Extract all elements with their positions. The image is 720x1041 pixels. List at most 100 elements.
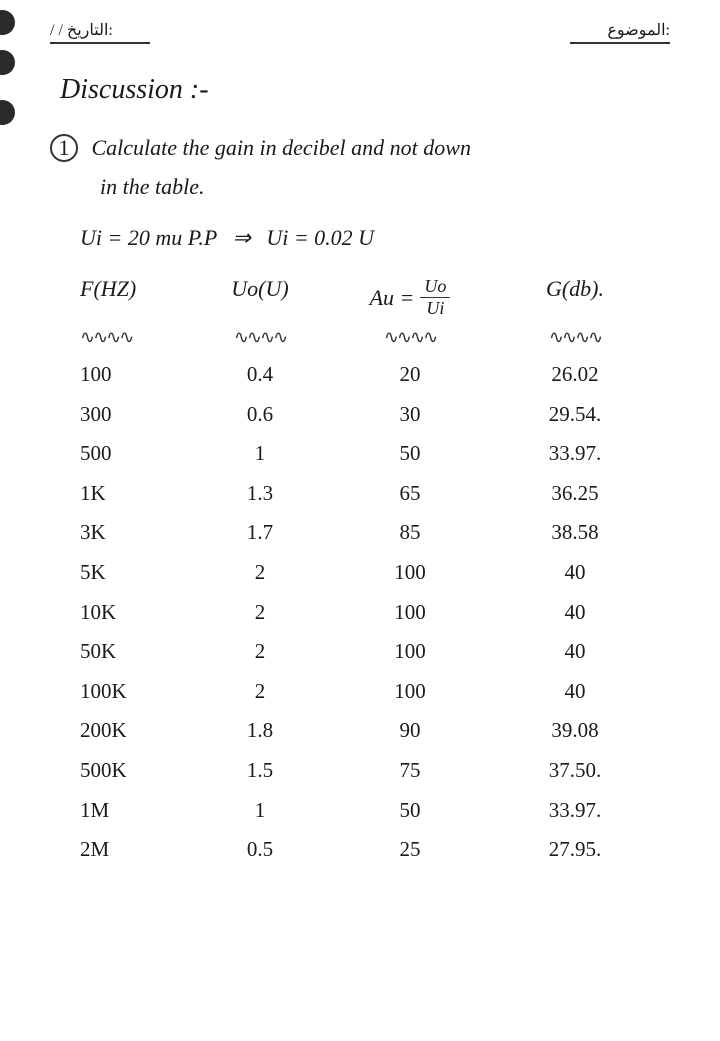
table-body: 1000.42026.023000.63029.54.50015033.97.1…: [70, 358, 660, 867]
cell-uo: 1: [190, 437, 330, 471]
cell-uo: 2: [190, 556, 330, 590]
subject-field: الموضوع:: [570, 20, 670, 44]
notebook-header: / / التاريخ: الموضوع:: [40, 20, 680, 44]
table-row: 10K210040: [70, 596, 660, 630]
cell-frequency: 2M: [70, 833, 190, 867]
item-marker: 1: [50, 134, 78, 162]
cell-frequency: 50K: [70, 635, 190, 669]
squiggle: ∿∿∿∿: [330, 327, 490, 348]
hole: [0, 50, 15, 75]
table-row: 50K210040: [70, 635, 660, 669]
fraction-numerator: Uo: [420, 276, 450, 298]
cell-gain: 33.97.: [490, 794, 660, 828]
cell-gain: 33.97.: [490, 437, 660, 471]
cell-gain: 40: [490, 635, 660, 669]
cell-gain: 40: [490, 675, 660, 709]
cell-frequency: 100: [70, 358, 190, 392]
squiggle: ∿∿∿∿: [70, 327, 190, 348]
cell-uo: 1.3: [190, 477, 330, 511]
data-table: F(HZ) Uo(U) Au = Uo Ui G(db). ∿∿∿∿ ∿∿∿∿ …: [70, 276, 660, 867]
cell-frequency: 1M: [70, 794, 190, 828]
cell-au: 30: [330, 398, 490, 432]
cell-gain: 39.08: [490, 714, 660, 748]
hole: [0, 100, 15, 125]
cell-frequency: 500K: [70, 754, 190, 788]
fraction-denominator: Ui: [420, 298, 450, 319]
cell-au: 85: [330, 516, 490, 550]
squiggle: ∿∿∿∿: [190, 327, 330, 348]
header-frequency: F(HZ): [70, 276, 190, 319]
cell-frequency: 500: [70, 437, 190, 471]
cell-uo: 2: [190, 675, 330, 709]
hole: [0, 10, 15, 35]
cell-au: 75: [330, 754, 490, 788]
cell-gain: 29.54.: [490, 398, 660, 432]
cell-gain: 37.50.: [490, 754, 660, 788]
cell-au: 65: [330, 477, 490, 511]
cell-uo: 0.4: [190, 358, 330, 392]
cell-uo: 1.8: [190, 714, 330, 748]
cell-uo: 1.7: [190, 516, 330, 550]
cell-gain: 40: [490, 596, 660, 630]
cell-uo: 2: [190, 635, 330, 669]
cell-frequency: 1K: [70, 477, 190, 511]
date-prefix: / /: [50, 22, 63, 39]
cell-au: 100: [330, 675, 490, 709]
cell-au: 100: [330, 635, 490, 669]
cell-au: 20: [330, 358, 490, 392]
table-row: 200K1.89039.08: [70, 714, 660, 748]
cell-frequency: 200K: [70, 714, 190, 748]
cell-frequency: 300: [70, 398, 190, 432]
cell-uo: 1: [190, 794, 330, 828]
date-field: / / التاريخ:: [50, 20, 150, 44]
equation-right: Ui = 0.02 U: [266, 225, 374, 250]
instruction-line: 1 Calculate the gain in decibel and not …: [50, 131, 680, 164]
page-title: Discussion :-: [60, 74, 680, 106]
table-row: 50015033.97.: [70, 437, 660, 471]
table-header-row: F(HZ) Uo(U) Au = Uo Ui G(db).: [70, 276, 660, 319]
table-row: 3K1.78538.58: [70, 516, 660, 550]
cell-au: 25: [330, 833, 490, 867]
table-row: 3000.63029.54.: [70, 398, 660, 432]
header-uo: Uo(U): [190, 276, 330, 319]
cell-au: 100: [330, 596, 490, 630]
cell-au: 100: [330, 556, 490, 590]
cell-uo: 0.5: [190, 833, 330, 867]
date-label: التاريخ:: [67, 22, 113, 39]
cell-uo: 2: [190, 596, 330, 630]
cell-gain: 26.02: [490, 358, 660, 392]
au-label-text: Au =: [370, 285, 415, 311]
cell-uo: 0.6: [190, 398, 330, 432]
equation: Ui = 20 mu P.P ⇒ Ui = 0.02 U: [80, 225, 680, 251]
table-row: 1K1.36536.25: [70, 477, 660, 511]
table-row: 1000.42026.02: [70, 358, 660, 392]
equation-left: Ui = 20 mu P.P: [80, 225, 217, 250]
cell-gain: 36.25: [490, 477, 660, 511]
cell-frequency: 3K: [70, 516, 190, 550]
header-underline-row: ∿∿∿∿ ∿∿∿∿ ∿∿∿∿ ∿∿∿∿: [70, 327, 660, 348]
table-row: 100K210040: [70, 675, 660, 709]
instruction-text-1: Calculate the gain in decibel and not do…: [92, 135, 471, 160]
binding-holes: [0, 0, 30, 1041]
cell-frequency: 5K: [70, 556, 190, 590]
arrow-icon: ⇒: [232, 225, 250, 251]
header-au: Au = Uo Ui: [330, 276, 490, 319]
fraction: Uo Ui: [420, 276, 450, 319]
table-row: 5K210040: [70, 556, 660, 590]
subject-label: الموضوع:: [607, 22, 670, 39]
cell-au: 50: [330, 437, 490, 471]
cell-frequency: 100K: [70, 675, 190, 709]
cell-au: 50: [330, 794, 490, 828]
cell-gain: 27.95.: [490, 833, 660, 867]
cell-au: 90: [330, 714, 490, 748]
squiggle: ∿∿∿∿: [490, 327, 660, 348]
cell-frequency: 10K: [70, 596, 190, 630]
cell-uo: 1.5: [190, 754, 330, 788]
table-row: 1M15033.97.: [70, 794, 660, 828]
cell-gain: 40: [490, 556, 660, 590]
table-row: 500K1.57537.50.: [70, 754, 660, 788]
table-row: 2M0.52527.95.: [70, 833, 660, 867]
header-gain: G(db).: [490, 276, 660, 319]
instruction-text-2: in the table.: [100, 174, 680, 200]
cell-gain: 38.58: [490, 516, 660, 550]
